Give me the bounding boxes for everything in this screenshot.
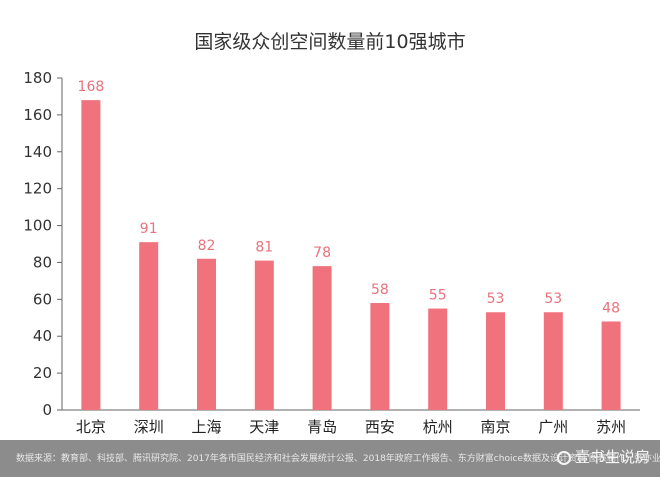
source-footer: 数据来源：教育部、科技部、腾讯研究院、2017年各市国民经济和社会发展统计公报、… — [0, 440, 660, 477]
category-label: 广州 — [538, 418, 568, 436]
y-tick-label: 180 — [23, 69, 52, 87]
bar — [543, 312, 563, 410]
wechat-icon — [556, 450, 571, 465]
y-tick-label: 80 — [33, 253, 52, 271]
data-label: 53 — [487, 291, 505, 307]
bar — [486, 312, 505, 410]
y-tick-label: 60 — [33, 290, 52, 308]
category-label: 青岛 — [307, 418, 337, 436]
y-tick-label: 0 — [42, 401, 52, 419]
data-label: 53 — [544, 291, 562, 307]
watermark: 壹书生说房 — [556, 446, 650, 467]
y-tick-label: 100 — [23, 217, 52, 235]
bar — [428, 308, 448, 410]
watermark-text: 壹书生说房 — [574, 448, 650, 466]
category-label: 上海 — [191, 418, 221, 436]
bar — [81, 100, 101, 410]
bar — [139, 242, 159, 410]
data-label: 91 — [140, 221, 158, 237]
y-tick-label: 120 — [23, 180, 52, 198]
data-label: 58 — [371, 282, 389, 298]
category-label: 杭州 — [423, 418, 453, 436]
bar — [254, 260, 274, 410]
bar — [370, 303, 390, 410]
y-tick-label: 140 — [23, 143, 52, 161]
y-tick-label: 20 — [33, 364, 52, 382]
data-label: 81 — [255, 240, 273, 256]
data-label: 48 — [602, 300, 620, 316]
y-tick-label: 160 — [23, 106, 52, 124]
data-label: 168 — [78, 79, 105, 95]
category-label: 苏州 — [596, 418, 626, 436]
data-label: 82 — [198, 238, 216, 254]
category-label: 深圳 — [134, 418, 164, 436]
category-label: 南京 — [480, 418, 510, 436]
category-label: 西安 — [365, 418, 395, 436]
chart-title: 国家级众创空间数量前10强城市 — [194, 31, 465, 53]
category-label: 北京 — [76, 418, 106, 436]
bar — [601, 321, 621, 410]
data-label: 78 — [313, 245, 331, 261]
data-label: 55 — [429, 288, 447, 304]
bar — [197, 258, 216, 410]
y-axis-ticks: 0 20 40 60 80 100 120 140 160 180 — [23, 69, 62, 419]
y-tick-label: 40 — [33, 327, 52, 345]
bar — [312, 266, 332, 410]
bar-chart: 国家级众创空间数量前10强城市 0 20 40 60 80 100 120 140 160 180… — [23, 31, 640, 436]
source-text: 数据来源：教育部、科技部、腾讯研究院、2017年各市国民经济和社会发展统计公报、… — [16, 454, 660, 464]
bars-group: 168 北京 91 深圳 82 上海 81 天津 78 青岛 58 西安 55 杭州 53 南京 53 广州 48 苏… — [76, 79, 626, 436]
category-label: 天津 — [249, 418, 279, 436]
